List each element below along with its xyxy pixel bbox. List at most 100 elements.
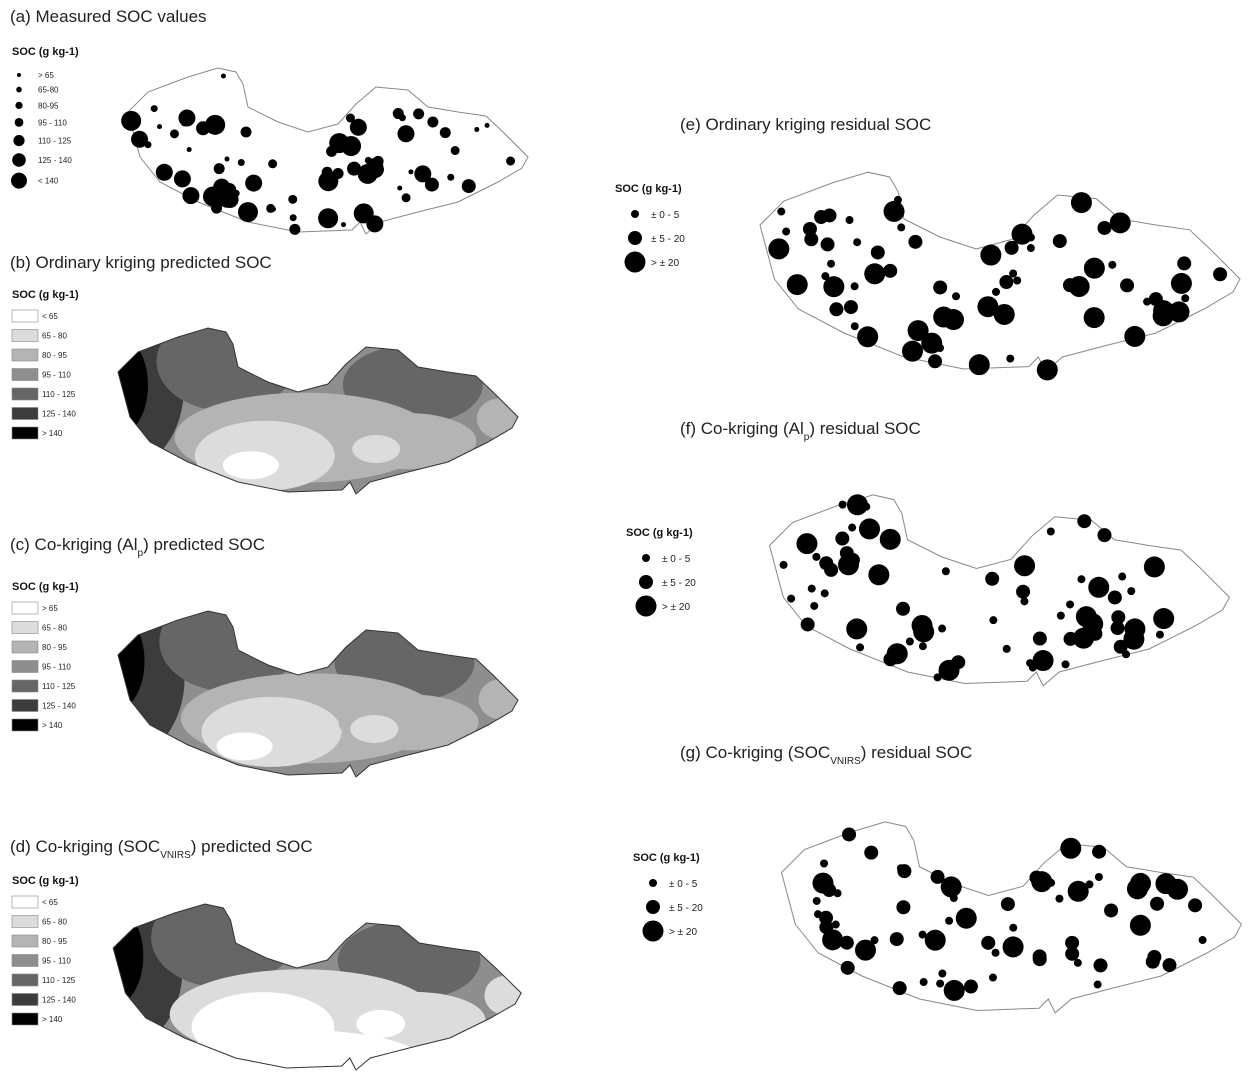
title-part: ) predicted SOC bbox=[143, 535, 265, 554]
sample-dot bbox=[842, 827, 857, 842]
legend-dot bbox=[631, 210, 639, 218]
sample-dot bbox=[1032, 650, 1054, 672]
sample-dot bbox=[868, 564, 890, 586]
sample-dot bbox=[1055, 894, 1064, 903]
sample-dot bbox=[1110, 621, 1125, 636]
legend-swatch bbox=[11, 426, 39, 440]
sample-dot bbox=[945, 916, 954, 925]
panel: (a) Measured SOC values SOC (g kg-1) > 65 6… bbox=[10, 7, 529, 235]
sample-dot bbox=[178, 109, 196, 127]
sample-dot bbox=[1031, 871, 1053, 893]
legend-swatch bbox=[11, 621, 39, 634]
zone bbox=[484, 975, 522, 1016]
sample-dot bbox=[856, 643, 865, 652]
legend-label: > 65 bbox=[38, 71, 54, 80]
sample-dot bbox=[886, 643, 908, 665]
sample-dot bbox=[829, 302, 844, 317]
sample-dot bbox=[1124, 325, 1146, 347]
sample-dot bbox=[169, 129, 179, 139]
sample-dot bbox=[1052, 234, 1067, 249]
sample-dot bbox=[1120, 278, 1135, 293]
sample-dot bbox=[918, 642, 927, 651]
sample-dot bbox=[843, 300, 858, 315]
sample-dot bbox=[1061, 660, 1070, 669]
sample-dot bbox=[853, 238, 862, 247]
sample-dot bbox=[896, 900, 911, 915]
sample-dot bbox=[846, 494, 868, 516]
sample-dot bbox=[831, 920, 840, 929]
legend-label: 65 - 80 bbox=[42, 918, 67, 927]
zone bbox=[478, 679, 518, 720]
sample-dot bbox=[981, 935, 996, 950]
sample-dot bbox=[288, 194, 298, 204]
sample-dot bbox=[413, 108, 425, 120]
sample-dot bbox=[182, 187, 200, 205]
sample-dot bbox=[977, 296, 999, 318]
legend-label: < 65 bbox=[42, 312, 58, 321]
sample-dot bbox=[1009, 923, 1018, 932]
zone bbox=[113, 906, 144, 1007]
sample-dot bbox=[1016, 584, 1031, 599]
zone bbox=[222, 451, 279, 480]
sample-dot bbox=[1155, 630, 1164, 639]
sample-dot bbox=[1129, 872, 1151, 894]
legend-dot bbox=[628, 231, 642, 245]
sample-dot bbox=[807, 584, 816, 593]
sample-dot bbox=[838, 500, 847, 509]
legend-label: 80 - 95 bbox=[42, 351, 67, 360]
sample-dot bbox=[1097, 220, 1112, 235]
sample-dot bbox=[1067, 880, 1089, 902]
sample-dot bbox=[447, 173, 455, 181]
sample-dot bbox=[289, 223, 301, 235]
legend-label: 80 - 95 bbox=[42, 937, 67, 946]
sample-dot bbox=[840, 960, 855, 975]
legend-swatch bbox=[11, 368, 39, 381]
sample-dot bbox=[938, 624, 947, 633]
zone bbox=[201, 696, 342, 767]
sample-dot bbox=[1014, 555, 1036, 577]
legend-swatch bbox=[11, 407, 39, 420]
legend-swatch bbox=[11, 679, 39, 693]
legend-dot bbox=[635, 595, 657, 617]
sample-dot bbox=[439, 127, 451, 139]
legend-swatch bbox=[11, 601, 39, 615]
sample-dot bbox=[862, 502, 871, 511]
sample-dot bbox=[870, 936, 879, 945]
sample-dot bbox=[936, 979, 945, 988]
map bbox=[112, 903, 522, 1071]
sample-dot bbox=[913, 621, 935, 643]
sample-dot bbox=[1113, 639, 1128, 654]
zone bbox=[174, 1030, 420, 1070]
sample-dot bbox=[1083, 257, 1105, 279]
legend-label: 125 - 140 bbox=[38, 156, 72, 165]
sample-dot bbox=[850, 282, 859, 291]
legend-swatch bbox=[11, 640, 39, 654]
sample-dot bbox=[1150, 896, 1165, 911]
map bbox=[121, 67, 529, 235]
sample-dot bbox=[779, 560, 788, 569]
sample-dot bbox=[224, 156, 230, 162]
sample-dot bbox=[989, 616, 998, 625]
sample-dot bbox=[787, 594, 796, 603]
panel-title: (g) Co-kriging (SOCVNIRS) residual SOC bbox=[680, 743, 972, 767]
sample-dot bbox=[985, 571, 1000, 586]
panel-title: (b) Ordinary kriging predicted SOC bbox=[10, 253, 272, 272]
legend-swatch bbox=[11, 993, 39, 1006]
panel-title: (e) Ordinary kriging residual SOC bbox=[680, 115, 931, 134]
zone bbox=[216, 732, 273, 761]
sample-dot bbox=[821, 272, 830, 281]
zone bbox=[476, 398, 518, 439]
legend-swatch bbox=[11, 973, 39, 987]
legend-dot bbox=[642, 920, 664, 942]
title-part: VNIRS bbox=[830, 756, 861, 767]
sample-dot bbox=[848, 523, 857, 532]
sample-dot bbox=[1006, 354, 1015, 363]
title-part: p bbox=[138, 548, 144, 559]
legend-dot bbox=[639, 575, 653, 589]
sample-dot bbox=[1013, 276, 1022, 285]
map bbox=[759, 171, 1241, 381]
sample-dot bbox=[1145, 954, 1160, 969]
sample-dot bbox=[186, 147, 192, 153]
sample-dot bbox=[938, 969, 947, 978]
legend-label: > 140 bbox=[42, 429, 63, 438]
